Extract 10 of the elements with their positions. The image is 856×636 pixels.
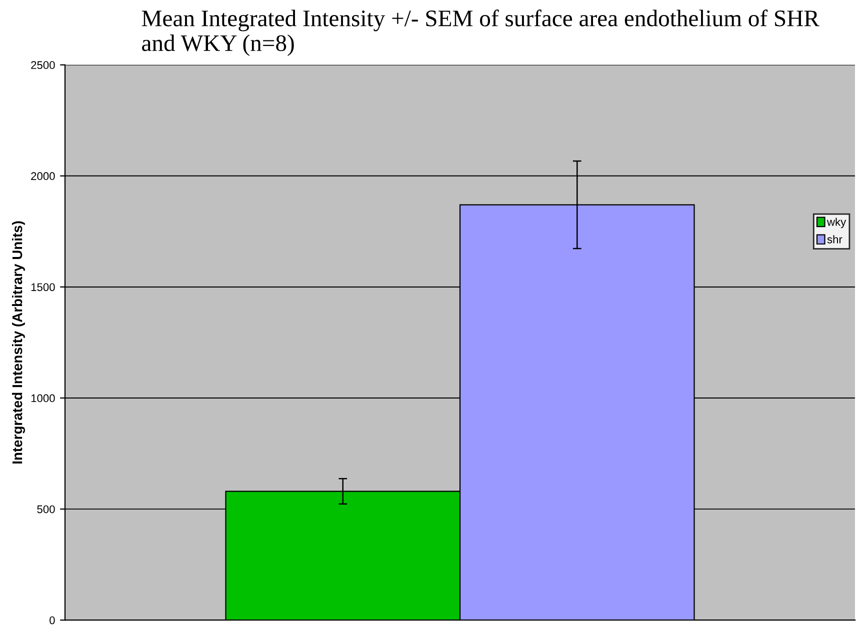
y-tick-label: 1500: [31, 283, 55, 292]
y-tick-label: 2000: [31, 172, 55, 180]
chart-title: Mean Integrated Intensity +/- SEM of surface area endothelium of SHR and WKY (n=8): [142, 10, 820, 56]
legend-label: wky: [826, 218, 846, 228]
y-tick-label: 500: [37, 505, 55, 514]
y-tick-label: 2500: [31, 61, 55, 70]
y-axis-title: Intergrated Intensity (Arbitrary Units): [12, 221, 26, 464]
y-tick-label: 0: [50, 616, 55, 624]
legend-label: shr: [827, 235, 842, 244]
y-tick-label: 1000: [31, 394, 55, 402]
